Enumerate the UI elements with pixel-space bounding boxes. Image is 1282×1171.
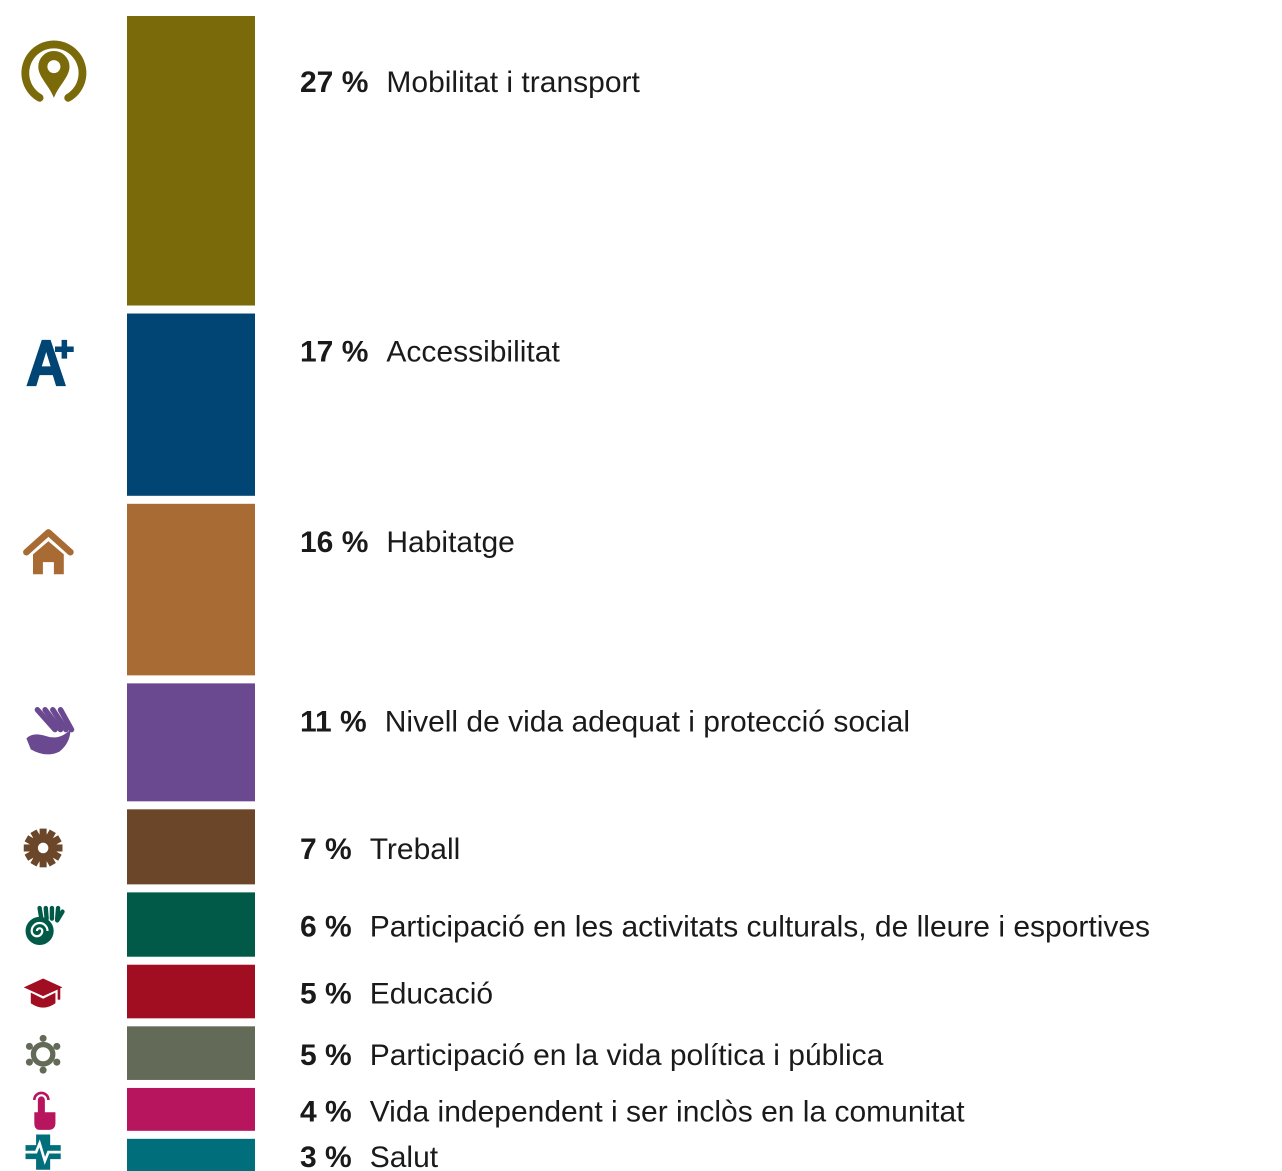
hands-icon bbox=[26, 707, 75, 755]
bar-label: 11 % Nivell de vida adequat i protecció s… bbox=[300, 705, 910, 738]
category-label: Educació bbox=[370, 978, 493, 1011]
bar bbox=[127, 1138, 255, 1171]
graduation-cap-icon bbox=[23, 978, 63, 1008]
health-cross-icon bbox=[25, 1134, 61, 1170]
category-label: Salut bbox=[370, 1141, 439, 1171]
bar bbox=[127, 964, 255, 1019]
value-label: 6 % bbox=[300, 911, 352, 944]
bar bbox=[127, 1026, 255, 1080]
bar-label: 3 % Salut bbox=[300, 1141, 439, 1171]
value-label: 16 % bbox=[300, 526, 368, 559]
bar bbox=[127, 503, 255, 676]
gear-icon bbox=[23, 828, 63, 868]
bar bbox=[127, 892, 255, 957]
category-label: Habitatge bbox=[386, 526, 514, 559]
bar bbox=[127, 1087, 255, 1131]
bar-label: 7 % Treball bbox=[300, 833, 460, 866]
category-label: Participació en les activitats culturals… bbox=[370, 911, 1150, 944]
category-label: Accessibilitat bbox=[386, 336, 560, 369]
bar-labels: 27 % Mobilitat i transport 17 % Accessibili… bbox=[300, 66, 1150, 1171]
bar bbox=[127, 683, 255, 802]
category-label: Vida independent i ser inclòs en la comu… bbox=[370, 1095, 965, 1128]
category-label: Participació en la vida política i públi… bbox=[370, 1039, 884, 1072]
value-label: 5 % bbox=[300, 978, 352, 1011]
category-label: Nivell de vida adequat i protecció socia… bbox=[385, 705, 910, 738]
category-icons bbox=[21, 40, 87, 1170]
bar-label: 27 % Mobilitat i transport bbox=[300, 66, 640, 99]
value-label: 11 % bbox=[300, 705, 367, 738]
category-label: Treball bbox=[370, 833, 461, 866]
touch-hand-icon bbox=[33, 1091, 56, 1130]
value-label: 17 % bbox=[300, 336, 368, 369]
bars bbox=[127, 16, 255, 1171]
house-icon bbox=[23, 529, 74, 575]
people-circle-icon bbox=[25, 1034, 61, 1074]
bar-label: 4 % Vida independent i ser inclòs en la c… bbox=[300, 1095, 965, 1128]
category-label: Mobilitat i transport bbox=[386, 66, 640, 99]
accessibility-a-plus-icon bbox=[26, 339, 74, 387]
location-pin-icon bbox=[21, 40, 87, 102]
value-label: 27 % bbox=[300, 66, 368, 99]
bar-label: 16 % Habitatge bbox=[300, 526, 515, 559]
value-label: 5 % bbox=[300, 1039, 352, 1072]
value-label: 4 % bbox=[300, 1095, 352, 1128]
value-label: 3 % bbox=[300, 1141, 352, 1171]
bar-label: 5 % Participació en la vida política i pú… bbox=[300, 1039, 884, 1072]
bar bbox=[127, 16, 255, 306]
bar-label: 6 % Participació en les activitats cultur… bbox=[300, 911, 1150, 944]
bar bbox=[127, 809, 255, 885]
bar bbox=[127, 313, 255, 496]
value-label: 7 % bbox=[300, 833, 352, 866]
bar-label: 5 % Educació bbox=[300, 978, 493, 1011]
bar-label: 17 % Accessibilitat bbox=[300, 336, 560, 369]
hand-spiral-icon bbox=[25, 905, 65, 946]
